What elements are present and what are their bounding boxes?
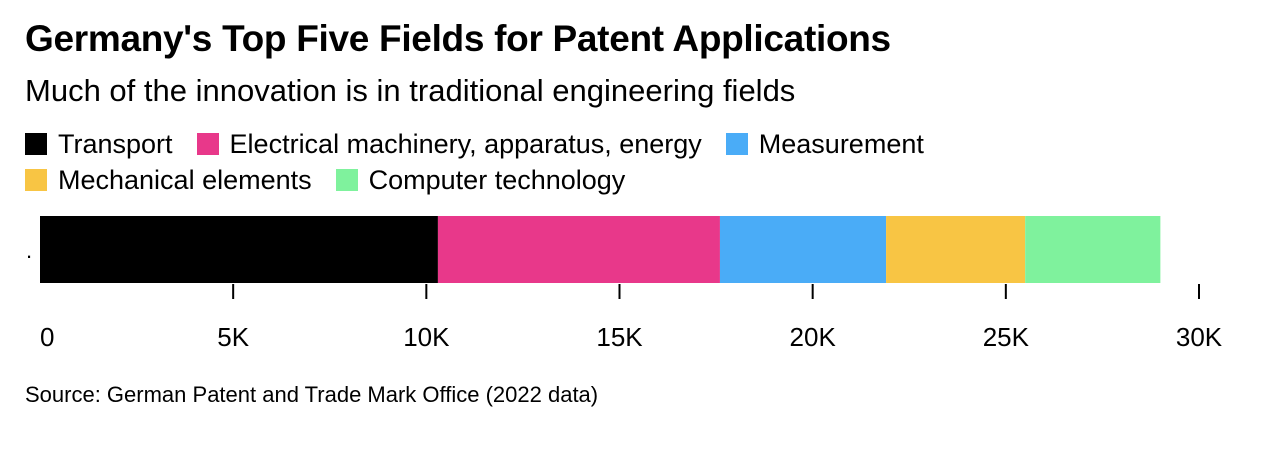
bar-segment-transport bbox=[40, 216, 438, 283]
bar-segments bbox=[40, 216, 1161, 283]
x-tick-label: 0 bbox=[40, 322, 54, 352]
chart-subtitle: Much of the innovation is in traditional… bbox=[25, 73, 796, 108]
x-tick-label: 25K bbox=[983, 322, 1030, 352]
legend-label-electrical: Electrical machinery, apparatus, energy bbox=[229, 128, 702, 159]
category-label: . bbox=[26, 238, 32, 263]
x-tick-label: 15K bbox=[596, 322, 643, 352]
legend-label-mechanical: Mechanical elements bbox=[58, 164, 312, 195]
stacked-bar-chart: . 0 5K 10K 15K 20K 25K 30K bbox=[26, 216, 1223, 352]
legend-label-computer: Computer technology bbox=[368, 164, 626, 195]
legend-label-transport: Transport bbox=[58, 128, 173, 159]
x-tick-label: 30K bbox=[1176, 322, 1223, 352]
x-tick-label: 5K bbox=[217, 322, 249, 352]
legend-swatch-measurement bbox=[725, 133, 748, 155]
bar-segment-electrical bbox=[437, 216, 720, 283]
x-tick-label: 20K bbox=[790, 322, 837, 352]
legend-label-measurement: Measurement bbox=[758, 128, 924, 159]
chart-title: Germany's Top Five Fields for Patent App… bbox=[25, 18, 891, 59]
source-note: Source: German Patent and Trade Mark Off… bbox=[25, 382, 599, 407]
legend-swatch-electrical bbox=[196, 133, 219, 155]
legend-swatch-mechanical bbox=[25, 169, 47, 191]
legend-item-mechanical: Mechanical elements bbox=[25, 165, 312, 196]
chart-legend: Transport Electrical machinery, apparatu… bbox=[25, 127, 1225, 199]
legend-item-computer: Computer technology bbox=[335, 164, 626, 196]
x-tick-label: 10K bbox=[403, 322, 450, 352]
legend-item-transport: Transport bbox=[25, 129, 173, 160]
bar-segment-measurement bbox=[719, 216, 887, 283]
x-axis: 0 5K 10K 15K 20K 25K 30K bbox=[40, 284, 1223, 352]
legend-item-measurement: Measurement bbox=[725, 128, 924, 160]
legend-row-2: Mechanical elements Computer technology bbox=[25, 163, 1225, 197]
legend-item-electrical: Electrical machinery, apparatus, energy bbox=[196, 128, 702, 160]
legend-row-1: Transport Electrical machinery, apparatu… bbox=[25, 127, 1225, 161]
bar-segment-computer bbox=[1025, 216, 1161, 283]
legend-swatch-transport bbox=[25, 133, 47, 155]
bar-segment-mechanical bbox=[886, 216, 1026, 283]
legend-swatch-computer bbox=[335, 169, 358, 191]
